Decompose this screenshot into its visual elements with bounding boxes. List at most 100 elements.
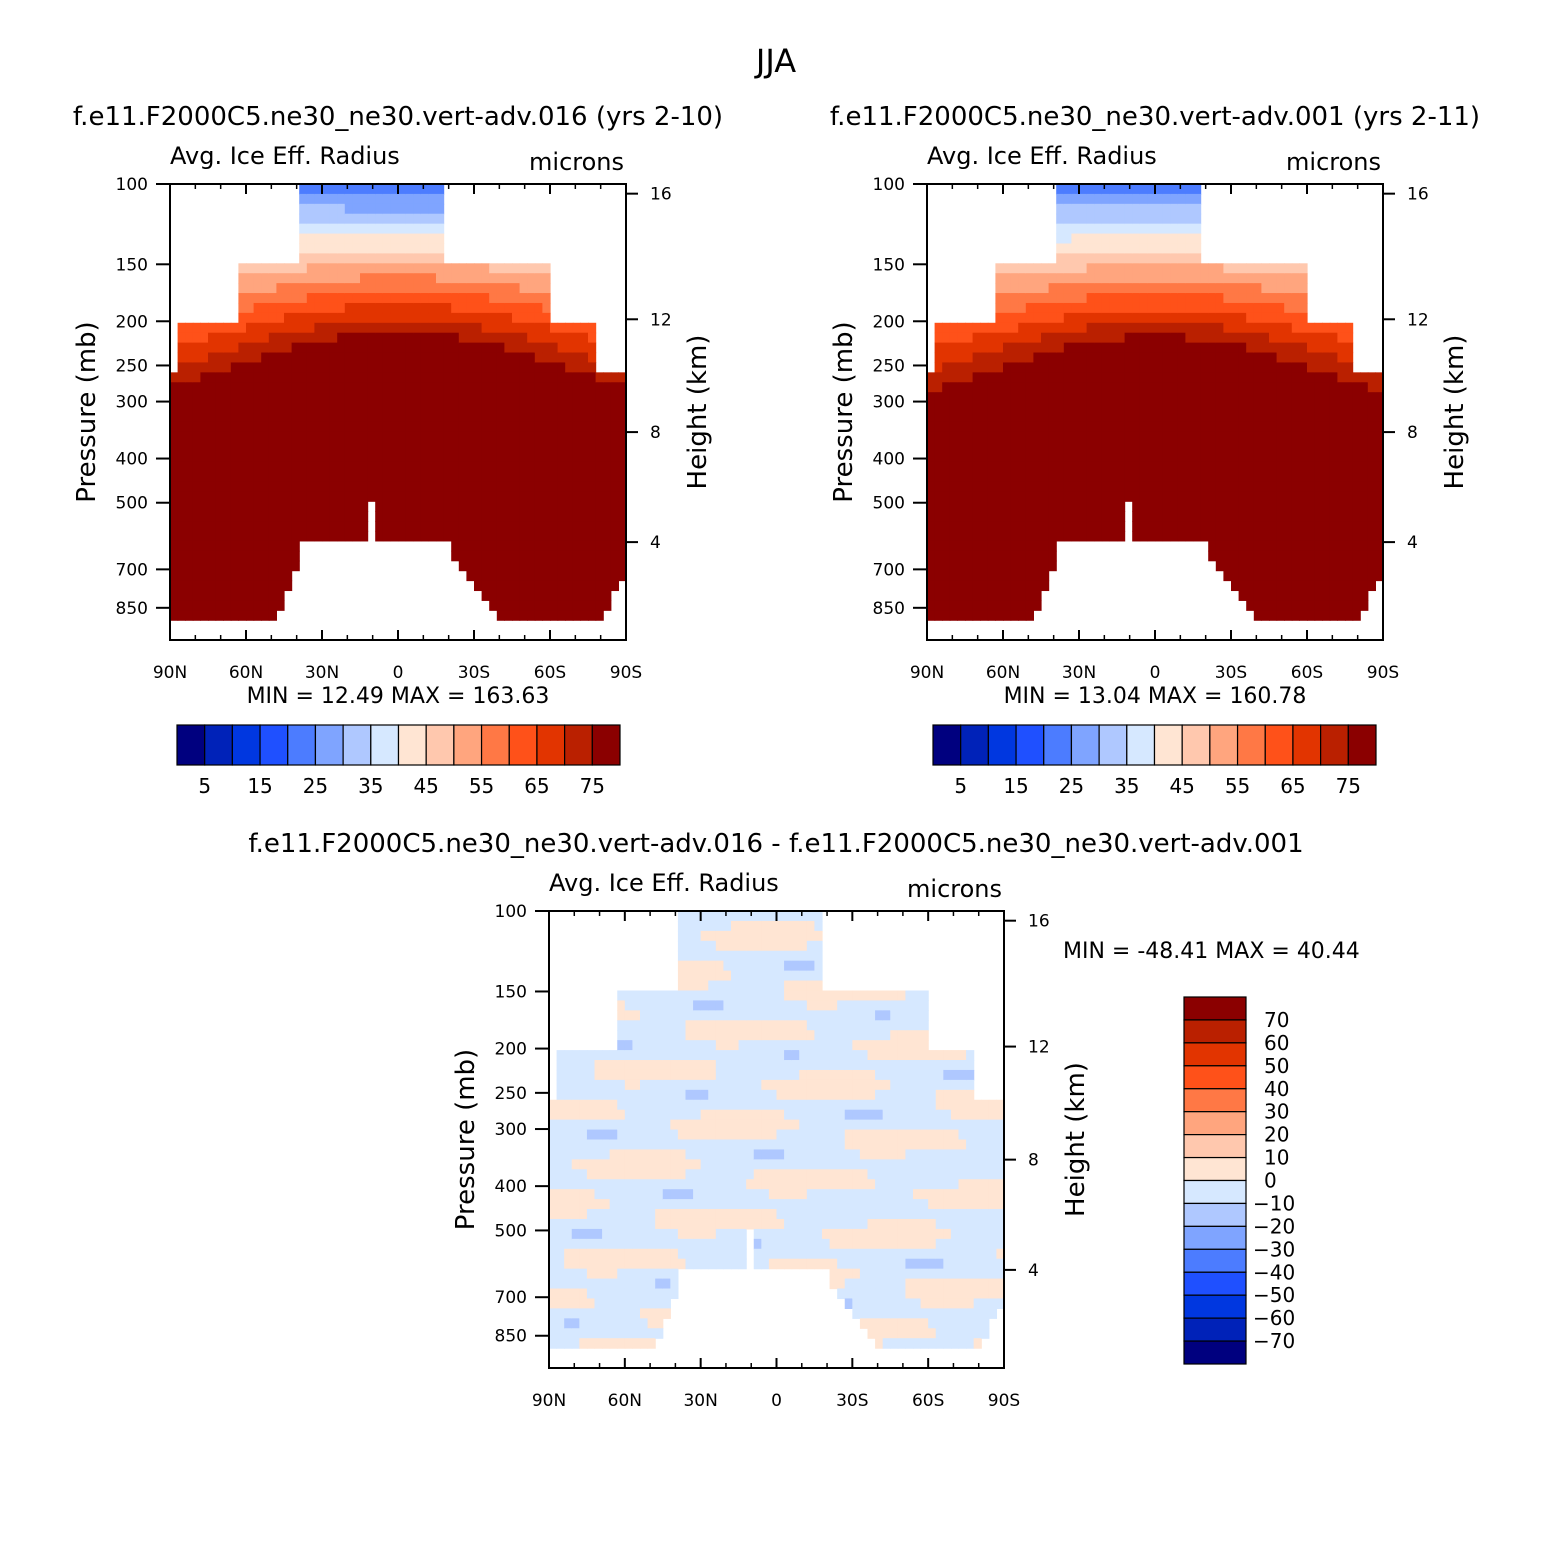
field-cell <box>1109 253 1118 264</box>
field-cell <box>579 1179 588 1190</box>
field-cell <box>571 1139 580 1151</box>
field-cell <box>238 471 247 482</box>
field-cell <box>655 1308 664 1319</box>
field-cell <box>1109 332 1118 344</box>
field-cell <box>1094 312 1103 324</box>
field-cell <box>685 1228 694 1240</box>
field-cell <box>215 521 224 532</box>
field-cell <box>1139 382 1148 393</box>
field-cell <box>731 960 740 972</box>
field-cell <box>322 223 331 235</box>
field-cell <box>564 1209 573 1220</box>
field-cell <box>1200 431 1209 443</box>
field-cell <box>580 540 589 552</box>
field-cell <box>640 1069 649 1081</box>
field-cell <box>700 930 709 942</box>
field-cell <box>1086 263 1095 274</box>
field-cell <box>640 1278 649 1290</box>
field-cell <box>185 530 194 542</box>
field-cell <box>1352 511 1361 522</box>
field-cell <box>1147 302 1156 314</box>
field-cell <box>1063 461 1072 473</box>
field-cell <box>337 213 346 225</box>
field-cell <box>1261 471 1270 482</box>
field-cell <box>1360 451 1369 463</box>
field-cell <box>1261 461 1270 473</box>
field-cell <box>693 1050 702 1061</box>
field-cell <box>564 1328 573 1339</box>
field-cell <box>276 560 285 572</box>
field-cell <box>329 471 338 482</box>
field-cell <box>942 372 951 383</box>
field-cell <box>1170 203 1179 215</box>
field-cell <box>1010 263 1019 274</box>
field-cell <box>192 610 201 621</box>
field-cell <box>253 501 262 512</box>
field-cell <box>1223 372 1232 383</box>
field-cell <box>534 511 543 522</box>
field-cell <box>685 1109 694 1121</box>
field-cell <box>594 1139 603 1151</box>
field-cell <box>405 392 414 403</box>
field-cell <box>420 243 429 254</box>
field-cell <box>1276 511 1285 522</box>
field-cell <box>1360 382 1369 393</box>
field-cell <box>1101 293 1110 304</box>
field-cell <box>246 560 255 572</box>
field-cell <box>617 1040 626 1051</box>
field-cell <box>208 421 217 433</box>
field-cell <box>1215 302 1224 314</box>
field-cell <box>580 362 589 373</box>
field-cell <box>715 1149 725 1160</box>
field-cell <box>360 253 369 264</box>
field-cell <box>246 590 255 601</box>
field-cell <box>1307 372 1316 383</box>
field-cell <box>564 1228 573 1240</box>
field-cell <box>624 1189 634 1200</box>
field-cell <box>413 372 422 383</box>
field-cell <box>299 193 308 205</box>
field-cell <box>413 412 422 423</box>
field-cell <box>1041 412 1050 423</box>
field-cell <box>185 481 194 492</box>
field-cell <box>1375 521 1383 532</box>
field-cell <box>602 1228 611 1240</box>
field-cell <box>1071 402 1080 413</box>
field-cell <box>1375 372 1383 383</box>
field-cell <box>170 600 179 611</box>
field-cell <box>1322 392 1331 403</box>
field-cell <box>519 322 528 334</box>
field-cell <box>268 412 277 423</box>
field-cell <box>565 600 574 611</box>
field-cell <box>949 501 958 512</box>
field-cell <box>261 590 270 601</box>
field-cell <box>276 421 285 433</box>
field-cell <box>443 421 452 433</box>
field-cell <box>200 332 209 344</box>
field-cell <box>557 451 566 463</box>
field-cell <box>987 471 996 482</box>
field-cell <box>1132 253 1141 264</box>
field-cell <box>200 540 209 552</box>
field-cell <box>291 293 300 304</box>
field-cell <box>565 491 574 502</box>
field-cell <box>1170 213 1179 225</box>
field-cell <box>1299 451 1308 463</box>
min-value: 12.49 <box>321 684 391 709</box>
field-cell <box>602 1189 611 1200</box>
field-cell <box>215 530 224 542</box>
field-cell <box>344 362 353 373</box>
field-cell <box>1314 481 1323 492</box>
field-cell <box>466 293 475 304</box>
field-cell <box>230 342 239 354</box>
field-cell <box>556 1119 565 1131</box>
field-cell <box>1246 372 1255 383</box>
field-cell <box>1094 461 1103 473</box>
field-cell <box>934 501 943 512</box>
field-cell <box>405 223 414 235</box>
field-cell <box>731 1199 740 1210</box>
field-cell <box>617 1189 626 1200</box>
field-cell <box>1360 540 1369 552</box>
field-cell <box>624 1268 634 1280</box>
field-cell <box>1284 362 1293 373</box>
